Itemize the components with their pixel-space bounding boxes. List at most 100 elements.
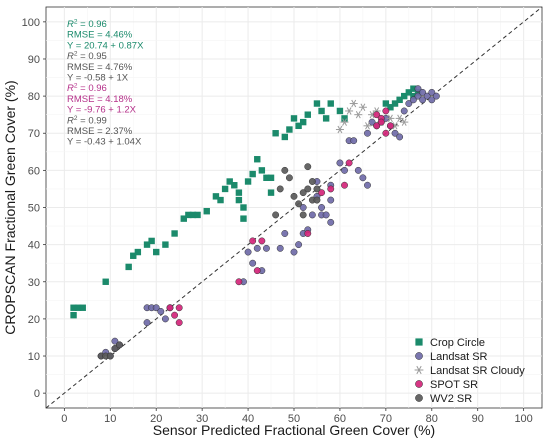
data-point <box>382 107 390 115</box>
asterisk-stroke <box>365 122 370 130</box>
x-tick-label: 0 <box>61 413 67 425</box>
y-tick-label: 60 <box>28 165 40 177</box>
data-point <box>414 89 422 96</box>
data-point <box>414 92 422 100</box>
data-point <box>327 218 335 226</box>
x-tick-label: 10 <box>104 413 116 425</box>
data-point <box>322 115 330 122</box>
data-point <box>318 204 326 211</box>
data-point <box>175 319 183 327</box>
y-tick-label: 80 <box>28 91 40 103</box>
asterisk-stroke <box>360 103 366 111</box>
legend-marker <box>415 338 423 346</box>
data-point <box>304 163 312 171</box>
y-tick-label: 0 <box>34 388 40 400</box>
data-point <box>409 96 417 104</box>
data-point <box>116 341 123 349</box>
data-point <box>106 352 114 360</box>
data-point <box>428 96 436 104</box>
data-point <box>263 174 270 181</box>
data-point <box>410 92 417 100</box>
data-point <box>304 230 312 237</box>
data-point <box>405 89 413 96</box>
data-point <box>166 304 174 312</box>
data-point <box>143 241 151 248</box>
data-point <box>111 337 119 345</box>
data-point <box>235 278 243 286</box>
data-point <box>359 174 367 182</box>
data-point <box>171 311 179 319</box>
y-tick-label: 10 <box>28 351 40 363</box>
data-point <box>304 111 311 118</box>
data-point <box>373 122 381 130</box>
data-point <box>153 248 160 256</box>
data-point <box>335 125 344 134</box>
data-point <box>299 211 307 219</box>
data-point <box>345 159 353 167</box>
data-point <box>313 100 321 107</box>
data-point <box>244 178 252 185</box>
one-to-one-line <box>45 6 543 409</box>
data-point <box>70 304 77 311</box>
x-tick-label: 50 <box>288 413 300 425</box>
y-tick-label: 90 <box>28 54 40 66</box>
data-point <box>410 85 417 92</box>
data-point <box>240 204 247 211</box>
data-point <box>354 110 363 119</box>
rmse-label: RMSE = 2.37% <box>67 126 133 137</box>
data-point <box>102 278 109 285</box>
data-point <box>276 244 284 252</box>
y-tick-label: 50 <box>28 203 40 215</box>
data-point <box>400 118 409 126</box>
data-point <box>318 107 325 115</box>
data-point <box>350 137 358 145</box>
y-axis-title: CROPSCAN Fractional Green Cover (%) <box>2 80 18 334</box>
asterisk-stroke <box>369 110 375 119</box>
r-squared-label: R2 = 0.96 <box>67 19 107 31</box>
series-landsat-sr-cloudy <box>335 99 409 134</box>
data-point <box>194 211 201 219</box>
data-point <box>290 192 298 200</box>
data-point <box>396 133 404 141</box>
legend-label: Landsat SR <box>430 351 488 363</box>
asterisk-stroke <box>416 365 422 375</box>
data-point <box>226 178 233 185</box>
data-point <box>428 88 436 96</box>
x-tick-label: 30 <box>196 413 208 425</box>
data-point <box>267 174 275 181</box>
data-point <box>299 204 307 211</box>
legend-marker <box>415 394 423 402</box>
y-tick-label: 100 <box>22 17 40 29</box>
data-point <box>111 345 119 353</box>
equation-label: Y = 20.74 + 0.87X <box>67 40 144 51</box>
data-point <box>143 319 151 327</box>
data-point <box>419 96 427 104</box>
y-axis-ticks: 0 10 20 30 40 50 60 70 80 90 100 <box>22 17 46 400</box>
data-point <box>313 185 321 193</box>
data-point <box>341 166 348 174</box>
data-point <box>327 185 335 193</box>
data-point <box>318 189 326 197</box>
data-point <box>432 92 440 100</box>
data-point <box>382 100 390 107</box>
data-point <box>295 241 303 249</box>
data-point <box>162 241 169 248</box>
data-point <box>267 189 275 196</box>
equation-label: Y = -9.76 + 1.2X <box>67 105 137 116</box>
data-point <box>401 92 408 100</box>
data-point <box>286 126 293 133</box>
y-tick-label: 70 <box>28 128 40 140</box>
data-point <box>386 114 395 123</box>
asterisk-stroke <box>355 110 361 119</box>
data-point <box>345 107 354 115</box>
data-point <box>249 170 256 178</box>
rmse-label: RMSE = 4.18% <box>67 94 133 105</box>
data-point <box>152 304 160 312</box>
x-tick-label: 70 <box>380 413 392 425</box>
data-point <box>281 166 289 174</box>
data-points <box>70 85 440 360</box>
y-tick-label: 30 <box>28 277 40 289</box>
r-squared-label: R2 = 0.96 <box>67 83 107 95</box>
data-point <box>387 104 394 111</box>
data-point <box>386 122 394 130</box>
